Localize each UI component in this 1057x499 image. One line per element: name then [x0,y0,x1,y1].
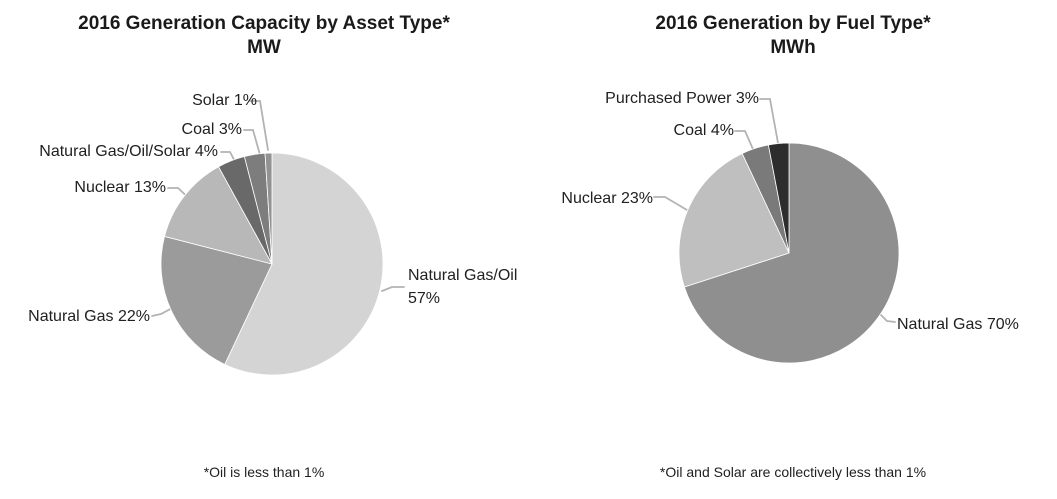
capacity-title-line: 2016 Generation Capacity by Asset Type* [78,13,450,34]
slice-label-nuclear: Nuclear 23% [561,190,653,207]
pie-slice-natural-gas-oil [224,152,384,376]
slice-label-natural-gas-oil-solar: Natural Gas/Oil/Solar 4% [39,143,218,160]
generation-title-unit: MWh [770,37,816,58]
pie-slice-solar [264,152,273,265]
capacity-chart-title: 2016 Generation Capacity by Asset Type* … [0,12,528,60]
generation-chart-title: 2016 Generation by Fuel Type* MWh [529,12,1057,60]
capacity-pie-chart [151,100,405,376]
leader-line-natural-gas [151,306,175,317]
pie-slice-natural-gas [160,235,273,365]
leader-line-coal [734,130,757,157]
capacity-title-unit: MW [247,37,281,58]
capacity-chart-footnote: *Oil is less than 1% [203,464,325,480]
slice-label-coal: Coal 3% [181,121,242,138]
capacity-chart-panel: 2016 Generation Capacity by Asset Type* … [0,0,528,499]
pie-slice-natural-gas [683,142,900,364]
generation-chart-panel: 2016 Generation by Fuel Type* MWh Purcha… [529,0,1057,499]
leader-line-nuclear [653,196,688,211]
slice-label-coal: Coal 4% [673,122,734,139]
pie-slice-purchased-power [767,142,790,254]
slice-label-natural-gas-oil-pct: 57% [408,290,441,307]
leader-line-natural-gas [878,312,896,323]
pie-slice-nuclear [678,152,790,288]
leader-line-solar [249,100,269,151]
leader-line-coal [243,129,263,163]
generation-title-line: 2016 Generation by Fuel Type* [655,13,931,34]
slice-label-nuclear: Nuclear 13% [74,179,166,196]
slice-label-natural-gas-oil-name: Natural Gas/Oil [408,267,518,284]
generation-pie-chart [653,98,900,364]
slice-label-purchased-power: Purchased Power 3% [605,90,759,107]
leader-line-natural-gas-oil [381,286,405,292]
slice-label-natural-gas-oil: Natural Gas/Oil 57% [408,264,517,310]
generation-chart-footnote: *Oil and Solar are collectively less tha… [659,464,927,480]
slice-label-natural-gas: Natural Gas 22% [28,308,150,325]
leader-line-purchased-power [759,98,779,144]
slice-label-solar: Solar 1% [192,92,257,109]
slice-label-natural-gas: Natural Gas 70% [897,316,1019,333]
pie-slice-nuclear [164,166,273,265]
